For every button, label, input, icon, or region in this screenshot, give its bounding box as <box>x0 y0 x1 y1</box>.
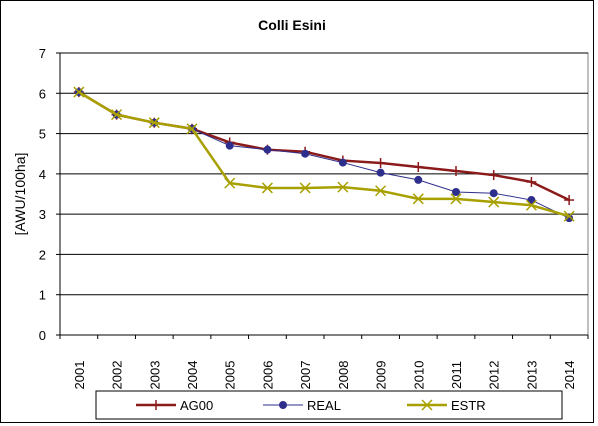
data-point-real <box>263 145 272 154</box>
x-tick-label: 2008 <box>336 361 351 390</box>
x-axis-ticks: 2001 2002 2003 2004 2005 2006 2007 2008 2009 2010… <box>59 335 589 390</box>
y-tick-label: 1 <box>39 288 46 303</box>
x-tick-label: 2014 <box>562 361 577 390</box>
y-tick-label: 5 <box>39 127 46 142</box>
x-tick-label: 2010 <box>411 361 426 390</box>
data-point-estr <box>337 181 349 193</box>
x-tick-label: 2013 <box>524 361 539 390</box>
y-tick-label: 4 <box>39 167 46 182</box>
data-point-estr <box>375 185 387 197</box>
data-point-estr <box>261 182 273 194</box>
legend-marker-estr <box>421 399 433 411</box>
x-tick-label: 2011 <box>449 361 464 389</box>
data-point-real <box>301 149 310 158</box>
legend-label-estr: ESTR <box>451 398 486 413</box>
series-line-estr <box>78 91 570 218</box>
y-tick-label: 7 <box>39 46 46 61</box>
data-point-ag00 <box>413 162 424 173</box>
x-tick-label: 2001 <box>72 361 87 390</box>
data-point-estr <box>111 109 123 121</box>
legend-item-real: REAL <box>263 398 341 413</box>
data-point-real <box>225 141 234 150</box>
data-point-estr <box>299 182 311 194</box>
x-tick-label: 2009 <box>374 361 389 390</box>
x-tick-label: 2012 <box>487 361 502 390</box>
y-tick-label: 0 <box>39 328 46 343</box>
x-tick-label: 2002 <box>110 361 125 390</box>
data-point-estr <box>148 117 160 129</box>
x-tick-label: 2004 <box>185 361 200 390</box>
data-point-estr <box>525 199 537 211</box>
data-point-ag00 <box>488 170 499 181</box>
series-layer <box>73 86 575 223</box>
data-point-estr <box>450 193 462 205</box>
x-tick-label: 2005 <box>223 361 238 390</box>
legend-items: AG00 REAL ESTR <box>136 398 486 413</box>
data-point-estr <box>73 86 85 98</box>
data-point-ag00 <box>451 166 461 177</box>
y-axis-label: [AWU/100ha] <box>12 153 28 236</box>
chart-title: Colli Esini <box>258 17 326 33</box>
data-point-ag00 <box>526 176 537 187</box>
series-estr <box>73 86 575 222</box>
legend-item-ag00: AG00 <box>136 398 213 413</box>
data-point-estr <box>186 123 198 135</box>
legend-label-ag00: AG00 <box>180 398 213 413</box>
legend-marker-ag00 <box>151 400 161 410</box>
data-point-real <box>414 175 423 184</box>
plot-area <box>59 52 589 336</box>
data-point-real <box>489 189 498 198</box>
y-tick-label: 2 <box>39 247 46 262</box>
data-point-estr <box>412 193 424 205</box>
data-point-real <box>376 168 385 177</box>
data-point-estr <box>563 210 575 222</box>
x-tick-label: 2007 <box>298 361 313 390</box>
x-tick-label: 2006 <box>260 361 275 390</box>
data-point-real <box>452 187 460 196</box>
data-point-ag00 <box>564 195 575 206</box>
gridlines <box>60 52 588 296</box>
data-point-real <box>338 158 347 167</box>
x-tick-label: 2003 <box>147 361 162 390</box>
data-point-ag00 <box>375 157 386 168</box>
data-point-real <box>527 196 536 205</box>
data-point-estr <box>224 177 236 189</box>
y-tick-label: 3 <box>39 207 46 222</box>
legend-label-real: REAL <box>307 398 341 413</box>
y-tick-label: 6 <box>39 86 46 101</box>
data-point-estr <box>488 196 500 208</box>
legend-marker-real <box>279 401 287 409</box>
legend-item-estr: ESTR <box>407 398 486 413</box>
